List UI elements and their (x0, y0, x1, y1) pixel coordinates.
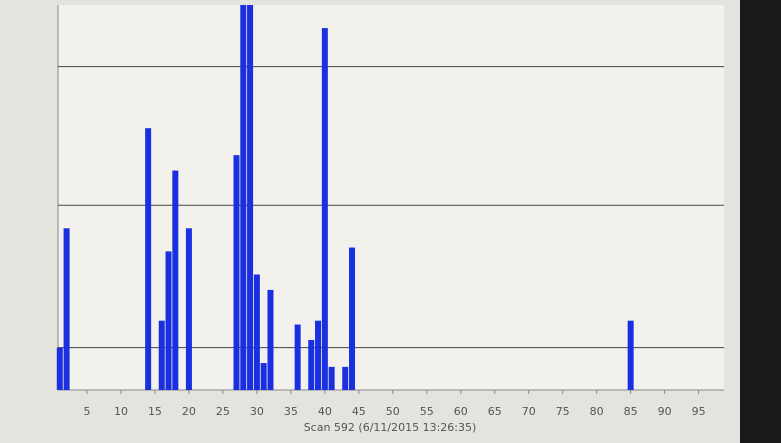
bar (159, 321, 165, 390)
bar (64, 228, 70, 390)
x-tick-label: 55 (420, 405, 434, 418)
bar (261, 363, 267, 390)
bar (349, 248, 355, 390)
x-tick-label: 80 (590, 405, 604, 418)
bar (315, 321, 321, 390)
x-tick-label: 65 (488, 405, 502, 418)
bar (145, 128, 151, 390)
x-tick-label: 95 (692, 405, 706, 418)
x-tick-label: 25 (216, 405, 230, 418)
x-tick-label: 75 (556, 405, 570, 418)
x-tick-label: 70 (522, 405, 536, 418)
x-tick-label: 40 (318, 405, 332, 418)
page: {"chart_data": {"type": "bar", "xlabel":… (0, 0, 781, 443)
bar (329, 367, 335, 390)
bar (166, 251, 172, 390)
x-axis-label: Scan 592 (6/11/2015 13:26:35) (304, 421, 477, 434)
x-tick-label: 5 (83, 405, 90, 418)
chart: Scan 592 (6/11/2015 13:26:35) 5 10 15 20 25 3… (0, 0, 781, 443)
x-tick-label: 60 (454, 405, 468, 418)
x-tick-label: 35 (284, 405, 298, 418)
x-tick-label: 50 (386, 405, 400, 418)
bar (267, 290, 273, 390)
x-tick-label: 85 (624, 405, 638, 418)
bar (628, 321, 634, 390)
bar (308, 340, 314, 390)
bar (295, 325, 301, 390)
bar (233, 155, 239, 390)
bar (240, 5, 246, 390)
bar (342, 367, 348, 390)
bar (57, 348, 63, 390)
bar (254, 275, 260, 391)
x-tick-label: 10 (114, 405, 128, 418)
bar (172, 171, 178, 390)
x-tick-label: 45 (352, 405, 366, 418)
bar (186, 228, 192, 390)
x-tick-label: 20 (182, 405, 196, 418)
x-tick-label: 15 (148, 405, 162, 418)
x-tick-label: 90 (658, 405, 672, 418)
x-tick-label: 30 (250, 405, 264, 418)
bar (322, 28, 328, 390)
plot-area (58, 5, 724, 390)
bar (247, 5, 253, 390)
